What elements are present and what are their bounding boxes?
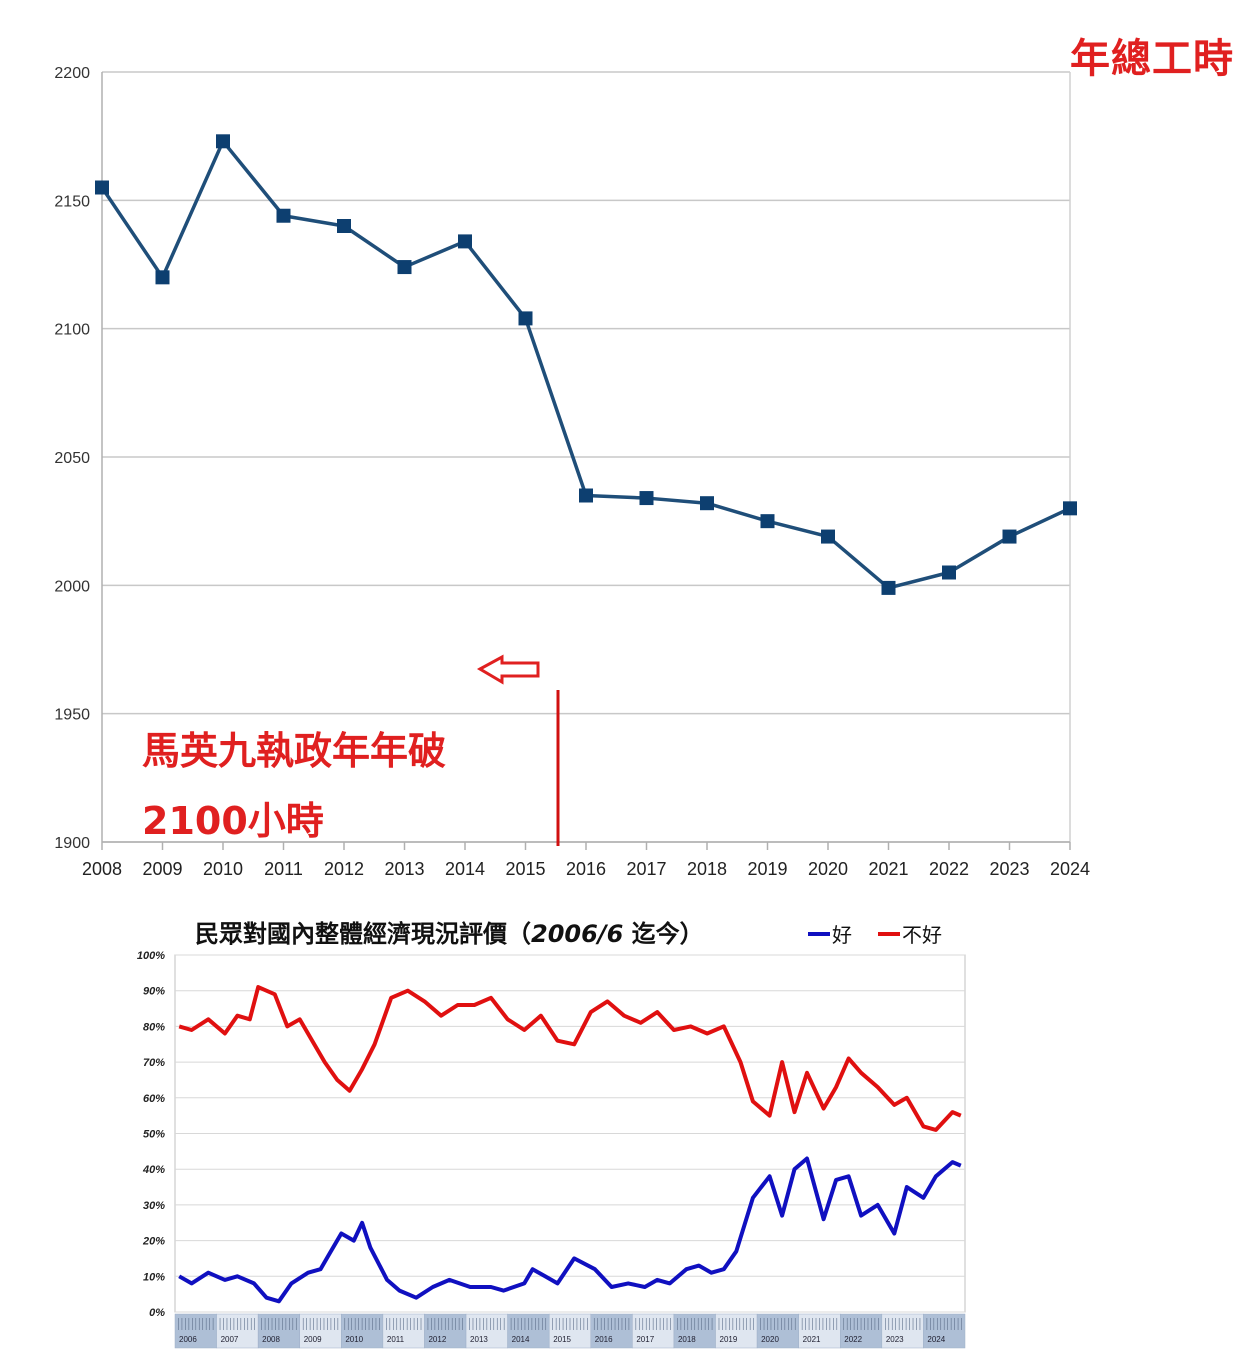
data-point (821, 529, 835, 544)
data-point (881, 580, 896, 595)
y-tick-label: 2150 (54, 193, 90, 210)
economy-evaluation-chart: 民眾對國內整體經濟現況評價（2006/6 迄今） 好 不好 0% 10% 20% 30% 40… (137, 920, 966, 1349)
y-tick-label: 2000 (54, 578, 90, 595)
x-tick-label: 2008 (82, 859, 122, 879)
legend-label: 不好 (902, 923, 942, 947)
x-tick-label: 2023 (989, 859, 1029, 879)
y-tick-label: 30% (143, 1200, 165, 1212)
year-label: 2024 (927, 1335, 945, 1344)
data-point (579, 488, 593, 503)
y-tick-label: 1950 (54, 707, 90, 724)
year-label: 2023 (886, 1335, 904, 1344)
data-point (337, 219, 351, 233)
y-tick-label: 40% (142, 1164, 165, 1176)
x-tick-label: 2010 (203, 859, 243, 879)
data-point (276, 208, 291, 223)
year-label: 2014 (512, 1335, 530, 1344)
year-label: 2016 (595, 1335, 613, 1344)
data-point (1063, 501, 1077, 516)
x-tick-label: 2020 (808, 859, 848, 879)
x-tick-label: 2012 (324, 859, 364, 879)
year-label: 2010 (345, 1335, 363, 1344)
legend-label: 好 (832, 923, 852, 947)
data-point (518, 311, 533, 326)
y-tick-label: 2050 (54, 450, 90, 467)
year-label: 2017 (636, 1335, 654, 1344)
year-label: 2020 (761, 1335, 779, 1344)
year-label: 2015 (553, 1335, 571, 1344)
year-label: 2012 (428, 1335, 446, 1344)
data-point (155, 270, 170, 285)
data-point (1002, 529, 1017, 544)
year-label: 2022 (844, 1335, 862, 1344)
data-point (760, 514, 775, 529)
data-point (397, 260, 412, 275)
x-tick-label: 2014 (445, 859, 485, 879)
y-tick-label: 2100 (54, 322, 90, 339)
annotation-text-line2: 2100小時 (142, 799, 324, 843)
year-label: 2019 (720, 1335, 738, 1344)
y-tick-label: 100% (137, 950, 165, 962)
x-tick-label: 2009 (142, 859, 182, 879)
data-point (942, 565, 956, 580)
annotation-text-line1: 馬英九執政年年破 (142, 729, 447, 773)
y-tick-label: 0% (149, 1307, 165, 1319)
year-label: 2006 (179, 1335, 197, 1344)
year-label: 2011 (387, 1335, 405, 1344)
x-tick-label: 2013 (384, 859, 424, 879)
x-tick-label: 2024 (1050, 859, 1090, 879)
x-tick-label: 2016 (566, 859, 606, 879)
series-line (178, 985, 962, 1132)
y-tick-label: 50% (143, 1129, 165, 1141)
year-label: 2009 (304, 1335, 322, 1344)
year-label: 2021 (803, 1335, 821, 1344)
y-tick-label: 90% (143, 986, 165, 998)
series-line (100, 139, 1071, 590)
data-point (95, 180, 109, 195)
left-arrow-icon (476, 654, 540, 685)
x-tick-label: 2017 (626, 859, 666, 879)
year-label: 2008 (262, 1335, 280, 1344)
y-tick-label: 1900 (54, 835, 90, 852)
y-tick-label: 20% (142, 1236, 165, 1248)
data-point (216, 134, 230, 149)
data-point (639, 491, 654, 506)
x-tick-label: 2011 (264, 859, 303, 879)
x-tick-label: 2015 (505, 859, 545, 879)
x-tick-label: 2019 (747, 859, 787, 879)
year-label: 2018 (678, 1335, 696, 1344)
x-tick-label: 2022 (929, 859, 969, 879)
x-tick-label: 2018 (687, 859, 727, 879)
y-tick-label: 2200 (54, 65, 90, 82)
x-tick-label: 2021 (868, 859, 908, 879)
annual-work-hours-chart: 1900 1950 2000 2050 2100 2150 2200 2008 2009 2010… (54, 65, 1090, 879)
y-tick-label: 10% (143, 1271, 165, 1283)
year-label: 2013 (470, 1335, 488, 1344)
year-label: 2007 (221, 1335, 239, 1344)
chart-title: 年總工時 (1070, 36, 1234, 82)
data-point (700, 496, 714, 511)
chart-title: 民眾對國內整體經濟現況評價（2006/6 迄今） (195, 920, 704, 948)
data-point (458, 234, 472, 249)
y-tick-label: 80% (143, 1021, 165, 1033)
series-line (178, 1156, 962, 1304)
y-tick-label: 70% (143, 1057, 165, 1069)
y-tick-label: 60% (143, 1093, 165, 1105)
